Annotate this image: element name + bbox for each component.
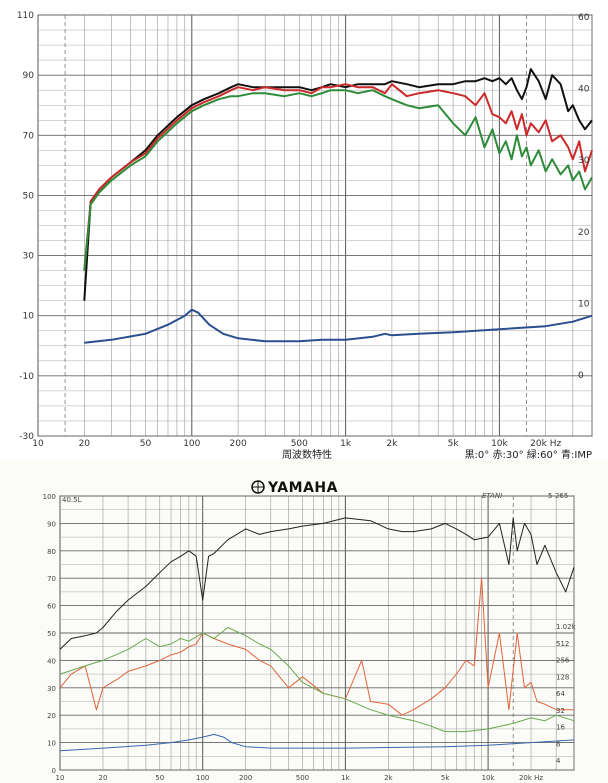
- y2-tick-label: 8: [556, 740, 560, 748]
- y-tick-label: -10: [19, 372, 34, 382]
- x-tick-label: 20: [98, 774, 107, 782]
- series-line-2: [83, 83, 593, 271]
- y-tick-label: 70: [47, 575, 56, 583]
- x-tick-label: 10k: [482, 774, 496, 782]
- y2-tick-label: 20: [578, 228, 590, 238]
- y2-tick-label: 40: [578, 85, 590, 95]
- x-tick-label: 50: [155, 774, 164, 782]
- y-tick-label: 30: [47, 685, 56, 693]
- y2-tick-label: 256: [556, 657, 570, 665]
- yamaha-emblem-forks-icon: [252, 481, 264, 493]
- y-tick-label: 90: [47, 520, 56, 528]
- y-tick-label: -30: [19, 432, 34, 442]
- y2-tick-label: 0: [578, 371, 584, 381]
- y-tick-label: 80: [47, 548, 56, 556]
- x-tick-label: 5k: [441, 774, 450, 782]
- y2-tick-label: 30: [578, 156, 590, 166]
- y-tick-label: 50: [23, 191, 35, 201]
- y2-tick-label: 512: [556, 640, 569, 648]
- x-tick-label: 5k: [448, 439, 460, 449]
- series-line-4: [84, 308, 593, 344]
- y-tick-label: 60: [47, 603, 56, 611]
- y2-tick-label: 128: [556, 673, 569, 681]
- x-tick-label: 200: [230, 439, 247, 449]
- x-tick-label: 10: [32, 439, 44, 449]
- y-tick-label: 10: [47, 740, 56, 748]
- series-line-3: [59, 627, 575, 733]
- y-tick-label: 90: [23, 71, 35, 81]
- y-tick-label: 110: [17, 11, 34, 21]
- y2-tick-label: 60: [578, 13, 590, 23]
- y-tick-label: 0: [52, 767, 56, 775]
- series-line-3: [83, 89, 593, 271]
- y2-tick-label: 32: [556, 707, 565, 715]
- x-tick-label: 10: [56, 774, 65, 782]
- y2-tick-label: 16: [556, 724, 565, 732]
- y2-tick-label: 64: [556, 690, 565, 698]
- x-tick-label: 500: [291, 439, 308, 449]
- x-tick-label: 2k: [384, 774, 393, 782]
- x-tick-label: 20k Hz: [519, 774, 543, 782]
- x-tick-label: 50: [140, 439, 152, 449]
- series-line-4: [59, 733, 575, 752]
- x-tick-label: 20: [79, 439, 91, 449]
- x-tick-label: 10k: [491, 439, 508, 449]
- legend-note: 黒:0° 赤:30° 緑:60° 青:IMP: [465, 448, 592, 460]
- y-tick-label: 40: [47, 657, 56, 665]
- y-tick-label: 100: [43, 493, 56, 501]
- x-axis-label: 周波数特性: [282, 448, 332, 460]
- series-line-1: [83, 68, 593, 301]
- x-tick-label: 2k: [386, 439, 398, 449]
- x-tick-label: 500: [296, 774, 309, 782]
- x-tick-label: 200: [239, 774, 252, 782]
- y-tick-label: 30: [23, 252, 35, 262]
- y2-tick-label: 1.02k: [556, 623, 577, 631]
- y-tick-label: 70: [23, 131, 35, 141]
- yamaha-logo: YAMAHA: [251, 480, 338, 496]
- y2-tick-label: 10: [578, 299, 590, 309]
- x-tick-label: 20k Hz: [530, 439, 561, 449]
- x-tick-label: 1k: [341, 774, 350, 782]
- frequency-response-chart-bottom: YAMAHA 40.5L ETANI 5-265 100908070605040…: [43, 480, 577, 782]
- chart-bottom: YAMAHA 40.5L ETANI 5-265 100 90 80 70 60 50 40…: [0, 460, 608, 783]
- y2-tick-label: 4: [556, 757, 561, 765]
- series-line-1: [59, 517, 575, 650]
- x-tick-label: 1k: [340, 439, 352, 449]
- x-tick-label: 100: [196, 774, 209, 782]
- brand-label: YAMAHA: [267, 480, 338, 496]
- y-tick-label: 20: [47, 712, 56, 720]
- header-left: 40.5L: [62, 496, 82, 504]
- y-tick-label: 50: [47, 630, 56, 638]
- chart-top: 110 90 70 50 30 10 -10 -30 60 40 30 20 10 0 10 20 50 100 2…: [16, 11, 593, 460]
- y-tick-label: 10: [23, 312, 35, 322]
- x-tick-label: 100: [183, 439, 200, 449]
